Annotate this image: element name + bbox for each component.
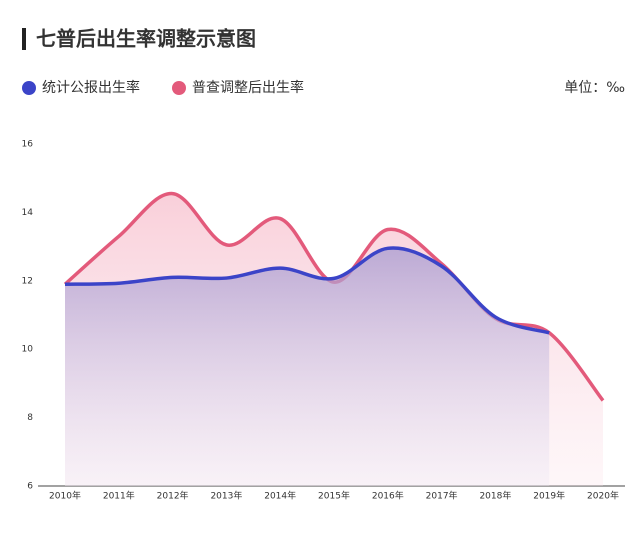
y-tick-label: 12 bbox=[22, 276, 33, 286]
legend-swatch bbox=[172, 81, 186, 95]
legend-label: 普查调整后出生率 bbox=[192, 79, 304, 96]
x-tick-label: 2016年 bbox=[372, 490, 404, 502]
x-tick-label: 2011年 bbox=[103, 490, 135, 502]
x-tick-label: 2015年 bbox=[318, 490, 350, 502]
x-tick-label: 2014年 bbox=[264, 490, 296, 502]
y-tick-label: 8 bbox=[27, 413, 33, 423]
x-tick-label: 2017年 bbox=[426, 490, 458, 502]
x-tick-label: 2012年 bbox=[157, 490, 189, 502]
x-tick-label: 2013年 bbox=[210, 490, 242, 502]
series-line bbox=[64, 246, 550, 335]
x-tick-label: 2019年 bbox=[533, 490, 565, 502]
x-tick-label: 2018年 bbox=[479, 490, 511, 502]
x-tick-label: 2020年 bbox=[587, 490, 619, 502]
x-tick-label: 2010年 bbox=[49, 490, 81, 502]
y-tick-label: 10 bbox=[22, 345, 34, 355]
legend-swatch bbox=[22, 81, 36, 95]
legend-label: 统计公报出生率 bbox=[42, 79, 140, 96]
series-area bbox=[65, 247, 550, 486]
y-tick-label: 16 bbox=[22, 140, 34, 150]
unit-label: 单位：‰ bbox=[564, 80, 625, 96]
y-tick-label: 6 bbox=[27, 482, 33, 492]
chart-title: 七普后出生率调整示意图 bbox=[36, 27, 256, 51]
y-tick-label: 14 bbox=[22, 208, 34, 218]
title-bar bbox=[22, 28, 26, 50]
